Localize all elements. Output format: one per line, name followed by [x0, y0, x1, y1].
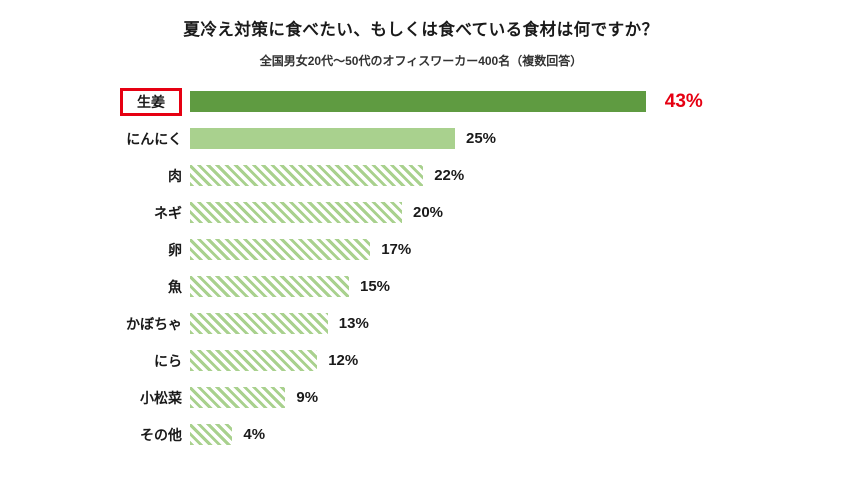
- value-label: 9%: [296, 389, 319, 406]
- category-label: 卵: [168, 241, 182, 258]
- bar: [190, 276, 349, 297]
- chart-row: かぼちゃ 13%: [120, 305, 842, 342]
- chart-row: その他 4%: [120, 416, 842, 453]
- bar: [190, 387, 286, 408]
- chart-row: ネギ 20%: [120, 194, 842, 231]
- category-label-highlighted: 生姜: [120, 87, 182, 116]
- bar: [190, 91, 646, 112]
- bar: [190, 239, 371, 260]
- value-label: 22%: [434, 167, 465, 184]
- category-label: 小松菜: [140, 389, 182, 406]
- chart-title: 夏冷え対策に食べたい、もしくは食べている食材は何ですか？: [183, 21, 659, 39]
- value-label: 4%: [243, 426, 266, 443]
- chart-subtitle: 全国男女20代～50代のオフィスワーカー400名（複数回答）: [259, 54, 583, 68]
- category-label: ネギ: [154, 204, 182, 221]
- value-label: 17%: [381, 241, 412, 258]
- chart-row: 卵 17%: [120, 231, 842, 268]
- chart-row: にら 12%: [120, 342, 842, 379]
- value-label: 13%: [338, 315, 369, 332]
- category-label: その他: [140, 426, 182, 443]
- bar: [190, 350, 318, 371]
- value-label: 43%: [664, 90, 703, 112]
- chart-row: 肉 22%: [120, 157, 842, 194]
- chart-row: にんにく 25%: [120, 120, 842, 157]
- bar: [190, 202, 402, 223]
- value-label: 20%: [413, 204, 444, 221]
- bar: [190, 165, 424, 186]
- chart-row: 小松菜 9%: [120, 379, 842, 416]
- category-label: 肉: [168, 167, 182, 184]
- category-label: かぼちゃ: [126, 315, 182, 332]
- bar: [190, 313, 328, 334]
- category-label: 魚: [168, 278, 182, 295]
- bar-chart: 生姜 43% にんにく 25% 肉 22% ネギ 20% 卵 17% 魚 15% かぼちゃ 13% にら 12…: [120, 83, 842, 453]
- value-label: 15%: [360, 278, 391, 295]
- value-label: 12%: [328, 352, 359, 369]
- bar: [190, 424, 233, 445]
- category-label: にら: [154, 352, 182, 369]
- value-label: 25%: [466, 130, 497, 147]
- chart-row: 生姜 43%: [120, 83, 842, 120]
- chart-row: 魚 15%: [120, 268, 842, 305]
- category-label: にんにく: [126, 130, 182, 147]
- bar: [190, 128, 455, 149]
